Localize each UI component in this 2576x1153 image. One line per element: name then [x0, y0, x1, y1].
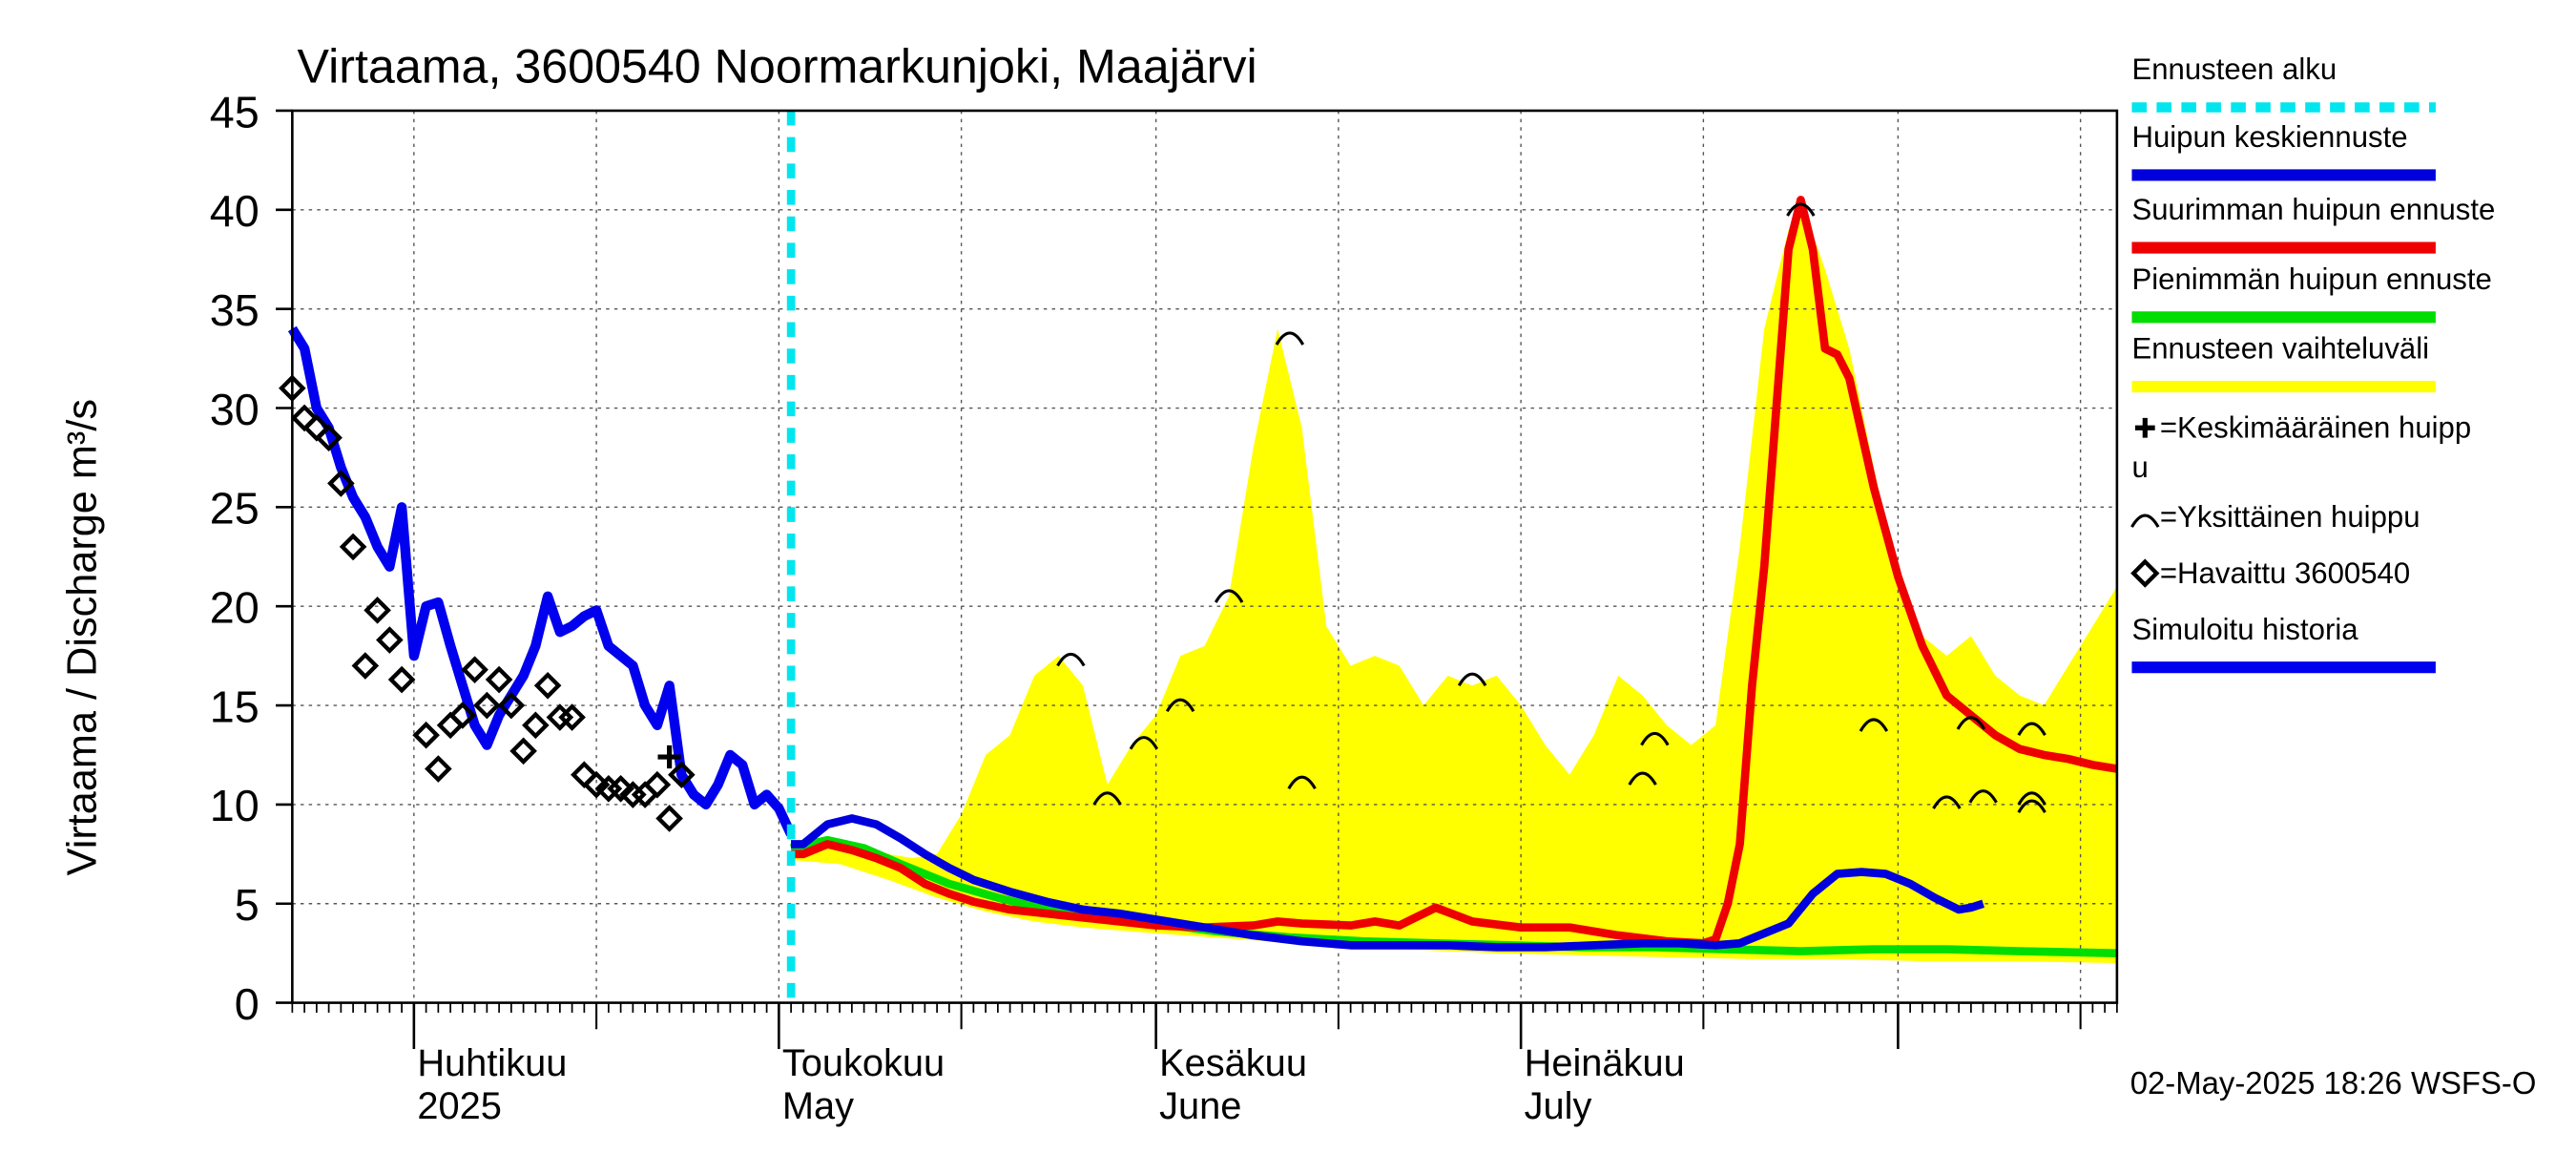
x-tick-sublabel: 2025 [417, 1085, 502, 1127]
y-tick-label: 40 [210, 186, 260, 236]
x-tick-label: Kesäkuu [1159, 1042, 1307, 1084]
x-tick-sublabel: July [1525, 1085, 1592, 1127]
observed-point [351, 652, 380, 680]
axis-layer: 051015202530354045Huhtikuu2025ToukokuuMa… [210, 87, 2118, 1127]
legend-arc-icon [2130, 514, 2160, 528]
x-tick-sublabel: May [782, 1085, 854, 1127]
x-tick-sublabel: June [1159, 1085, 1241, 1127]
single-peak-marker [1056, 652, 1086, 667]
single-peak-marker [1129, 736, 1159, 750]
single-peak-marker [1628, 771, 1657, 786]
mean-peak-marker [657, 744, 681, 769]
observed-point [655, 805, 683, 832]
single-peak-marker [1287, 775, 1317, 790]
single-peak-marker [1275, 331, 1305, 346]
single-peak-marker [1640, 731, 1670, 746]
chart-title: Virtaama, 3600540 Noormarkunjoki, Maajär… [298, 40, 1257, 94]
observed-point [558, 703, 586, 731]
observed-point [473, 691, 501, 720]
observed-point [387, 665, 416, 694]
y-tick-label: 5 [235, 880, 260, 930]
x-tick-label: Huhtikuu [417, 1042, 567, 1084]
legend: Ennusteen alku Huipun keskiennuste Suurimm… [2130, 52, 2495, 674]
observed-point [461, 656, 488, 683]
single-peak-marker [1457, 672, 1487, 687]
single-peak-marker [1786, 202, 1816, 217]
legend-label: Simuloitu historia [2131, 613, 2358, 646]
range-band [791, 199, 2117, 964]
observed-point [364, 597, 391, 624]
legend-label: Ennusteen alku [2131, 52, 2337, 86]
single-peak-marker [1968, 789, 1998, 804]
single-peak-marker [1956, 716, 1986, 730]
x-tick-label: Heinäkuu [1525, 1042, 1685, 1084]
observed-point [571, 761, 598, 789]
single-peak-marker [1859, 718, 1889, 732]
legend-label-continued: u [2131, 451, 2148, 484]
observed-point [412, 721, 440, 749]
max-peak-line [791, 196, 2118, 948]
simulated-history-line [287, 325, 796, 837]
range-band-layer [791, 199, 2117, 964]
observed-point [376, 626, 404, 654]
observed-point [497, 691, 526, 720]
single-peak-marker [2017, 799, 2046, 814]
legend-plus-icon [2134, 417, 2155, 438]
observed-point [290, 404, 319, 432]
grid-layer [292, 110, 2117, 1003]
legend-label: Suurimman huipun ennuste [2131, 193, 2495, 226]
legend-label: Ennusteen vaihteluväli [2131, 332, 2429, 366]
mean-peak-line [791, 814, 1985, 952]
single-peak-marker [1214, 589, 1244, 603]
y-tick-label: 25 [210, 484, 260, 534]
timestamp: 02-May-2025 18:26 WSFS-O [2130, 1065, 2537, 1101]
y-tick-label: 35 [210, 285, 260, 335]
y-axis-label: Virtaama / Discharge m³/s [59, 399, 105, 875]
observed-point [485, 665, 513, 694]
legend-label: =Yksittäinen huippu [2160, 500, 2420, 534]
observed-point [668, 761, 696, 789]
y-tick-label: 20 [210, 583, 260, 633]
y-tick-label: 10 [210, 781, 260, 830]
y-tick-label: 30 [210, 385, 260, 434]
single-peak-marker [1092, 791, 1122, 806]
observed-point [327, 470, 355, 497]
observed-point [643, 770, 672, 799]
single-peak-marker [2017, 722, 2046, 737]
observed-point [522, 711, 550, 740]
legend-label: Huipun keskiennuste [2131, 120, 2407, 154]
series-layer [287, 110, 2118, 1003]
observed-point [533, 671, 562, 700]
legend-label: =Keskimääräinen huipp [2160, 411, 2471, 445]
observed-point [315, 424, 343, 451]
observed-point [607, 774, 634, 803]
legend-diamond-icon [2130, 558, 2160, 588]
y-tick-label: 45 [210, 87, 260, 136]
single-peak-marker [1165, 698, 1195, 713]
legend-label: =Havaittu 3600540 [2160, 556, 2410, 590]
x-tick-label: Toukokuu [782, 1042, 945, 1084]
observed-point [509, 737, 537, 765]
single-peak-marker [1932, 795, 1962, 809]
observed-point [436, 711, 465, 740]
observed-point [339, 533, 367, 561]
legend-label: Pienimmän huipun ennuste [2131, 262, 2491, 296]
y-tick-label: 15 [210, 681, 260, 731]
observed-point [425, 755, 452, 783]
single-peak-marker [2017, 791, 2046, 806]
y-tick-label: 0 [235, 979, 260, 1029]
observed-point [448, 702, 477, 729]
